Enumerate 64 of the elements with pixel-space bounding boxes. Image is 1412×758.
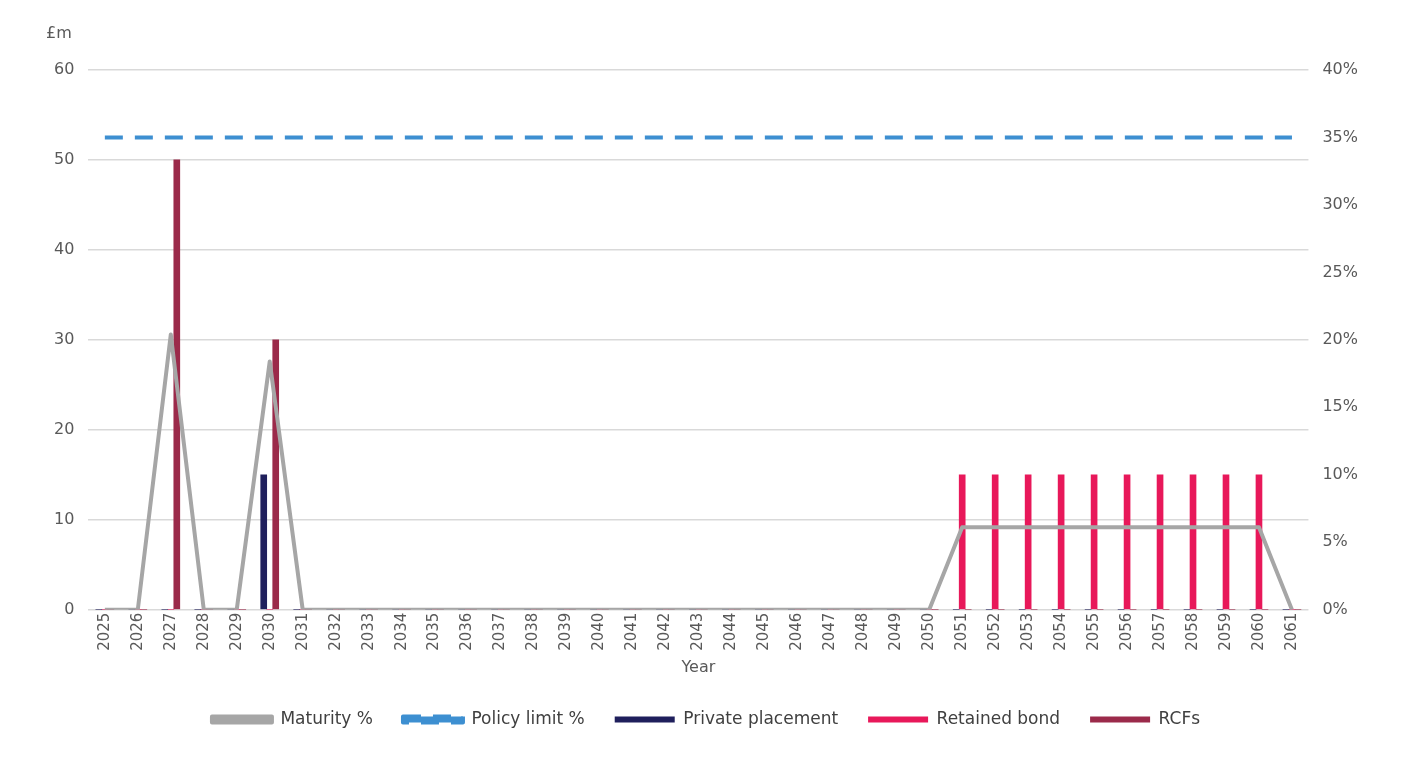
- bar: [173, 159, 181, 610]
- y2-tick-label: 15%: [1322, 396, 1358, 416]
- x-axis-title: Year: [680, 656, 716, 676]
- x-tick-label: 2038: [523, 612, 542, 651]
- x-tick-label: 2036: [457, 612, 476, 651]
- legend-label: Retained bond: [936, 707, 1061, 728]
- x-tick-label: 2056: [1116, 612, 1135, 651]
- x-tick-label: 2026: [127, 612, 146, 651]
- y-tick-label: 40: [54, 239, 75, 259]
- y2-tick-label: 20%: [1322, 328, 1358, 348]
- bar: [260, 474, 268, 610]
- x-tick-label: 2059: [1215, 612, 1234, 651]
- x-tick-label: 2045: [754, 612, 773, 651]
- x-tick-label: 2041: [622, 612, 641, 651]
- x-tick-label: 2032: [325, 612, 344, 651]
- x-tick-label: 2047: [820, 612, 839, 651]
- x-tick-label: 2054: [1051, 612, 1070, 651]
- x-tick-label: 2055: [1083, 612, 1102, 651]
- y-tick-label: 10: [54, 508, 75, 528]
- x-tick-label: 2061: [1281, 612, 1300, 651]
- y-tick-label: 60: [54, 59, 75, 79]
- legend-label: RCFs: [1158, 707, 1201, 728]
- y2-tick-label: 40%: [1322, 59, 1358, 79]
- legend-label: Policy limit %: [471, 707, 585, 728]
- x-tick-label: 2052: [985, 612, 1004, 651]
- x-tick-label: 2051: [952, 612, 971, 651]
- legend-label: Maturity %: [280, 707, 373, 728]
- y-tick-label: 0: [64, 598, 75, 618]
- x-tick-label: 2028: [193, 612, 212, 651]
- y2-tick-label: 25%: [1322, 261, 1358, 281]
- x-tick-label: 2043: [688, 612, 707, 651]
- y-axis-title: £m: [46, 23, 72, 43]
- x-tick-label: 2035: [424, 612, 443, 651]
- y-tick-label: 30: [54, 328, 75, 348]
- x-tick-label: 2053: [1018, 612, 1037, 651]
- x-tick-label: 2058: [1182, 612, 1201, 651]
- y2-tick-label: 30%: [1322, 194, 1358, 214]
- x-tick-label: 2037: [490, 612, 509, 651]
- x-tick-label: 2034: [391, 612, 410, 651]
- x-tick-label: 2030: [259, 612, 278, 651]
- x-tick-label: 2039: [556, 612, 575, 651]
- y2-tick-label: 35%: [1322, 126, 1358, 146]
- y2-tick-label: 0%: [1322, 598, 1348, 618]
- x-tick-label: 2033: [358, 612, 377, 651]
- x-tick-label: 2027: [160, 612, 179, 651]
- x-tick-label: 2050: [919, 612, 938, 651]
- x-tick-label: 2057: [1149, 612, 1168, 651]
- legend-label: Private placement: [683, 707, 839, 728]
- bar: [958, 474, 966, 610]
- x-tick-label: 2040: [589, 612, 608, 651]
- x-tick-label: 2046: [787, 612, 806, 651]
- bar: [991, 474, 999, 610]
- y2-tick-label: 10%: [1322, 463, 1358, 483]
- y2-tick-label: 5%: [1322, 531, 1348, 551]
- x-tick-label: 2060: [1248, 612, 1267, 651]
- x-tick-label: 2044: [721, 612, 740, 651]
- y-tick-label: 50: [54, 149, 75, 169]
- x-tick-label: 2029: [226, 612, 245, 651]
- y-tick-label: 20: [54, 418, 75, 438]
- x-tick-label: 2031: [292, 612, 311, 651]
- x-tick-label: 2048: [853, 612, 872, 651]
- x-tick-label: 2042: [655, 612, 674, 651]
- x-tick-label: 2049: [886, 612, 905, 651]
- x-tick-label: 2025: [94, 612, 113, 651]
